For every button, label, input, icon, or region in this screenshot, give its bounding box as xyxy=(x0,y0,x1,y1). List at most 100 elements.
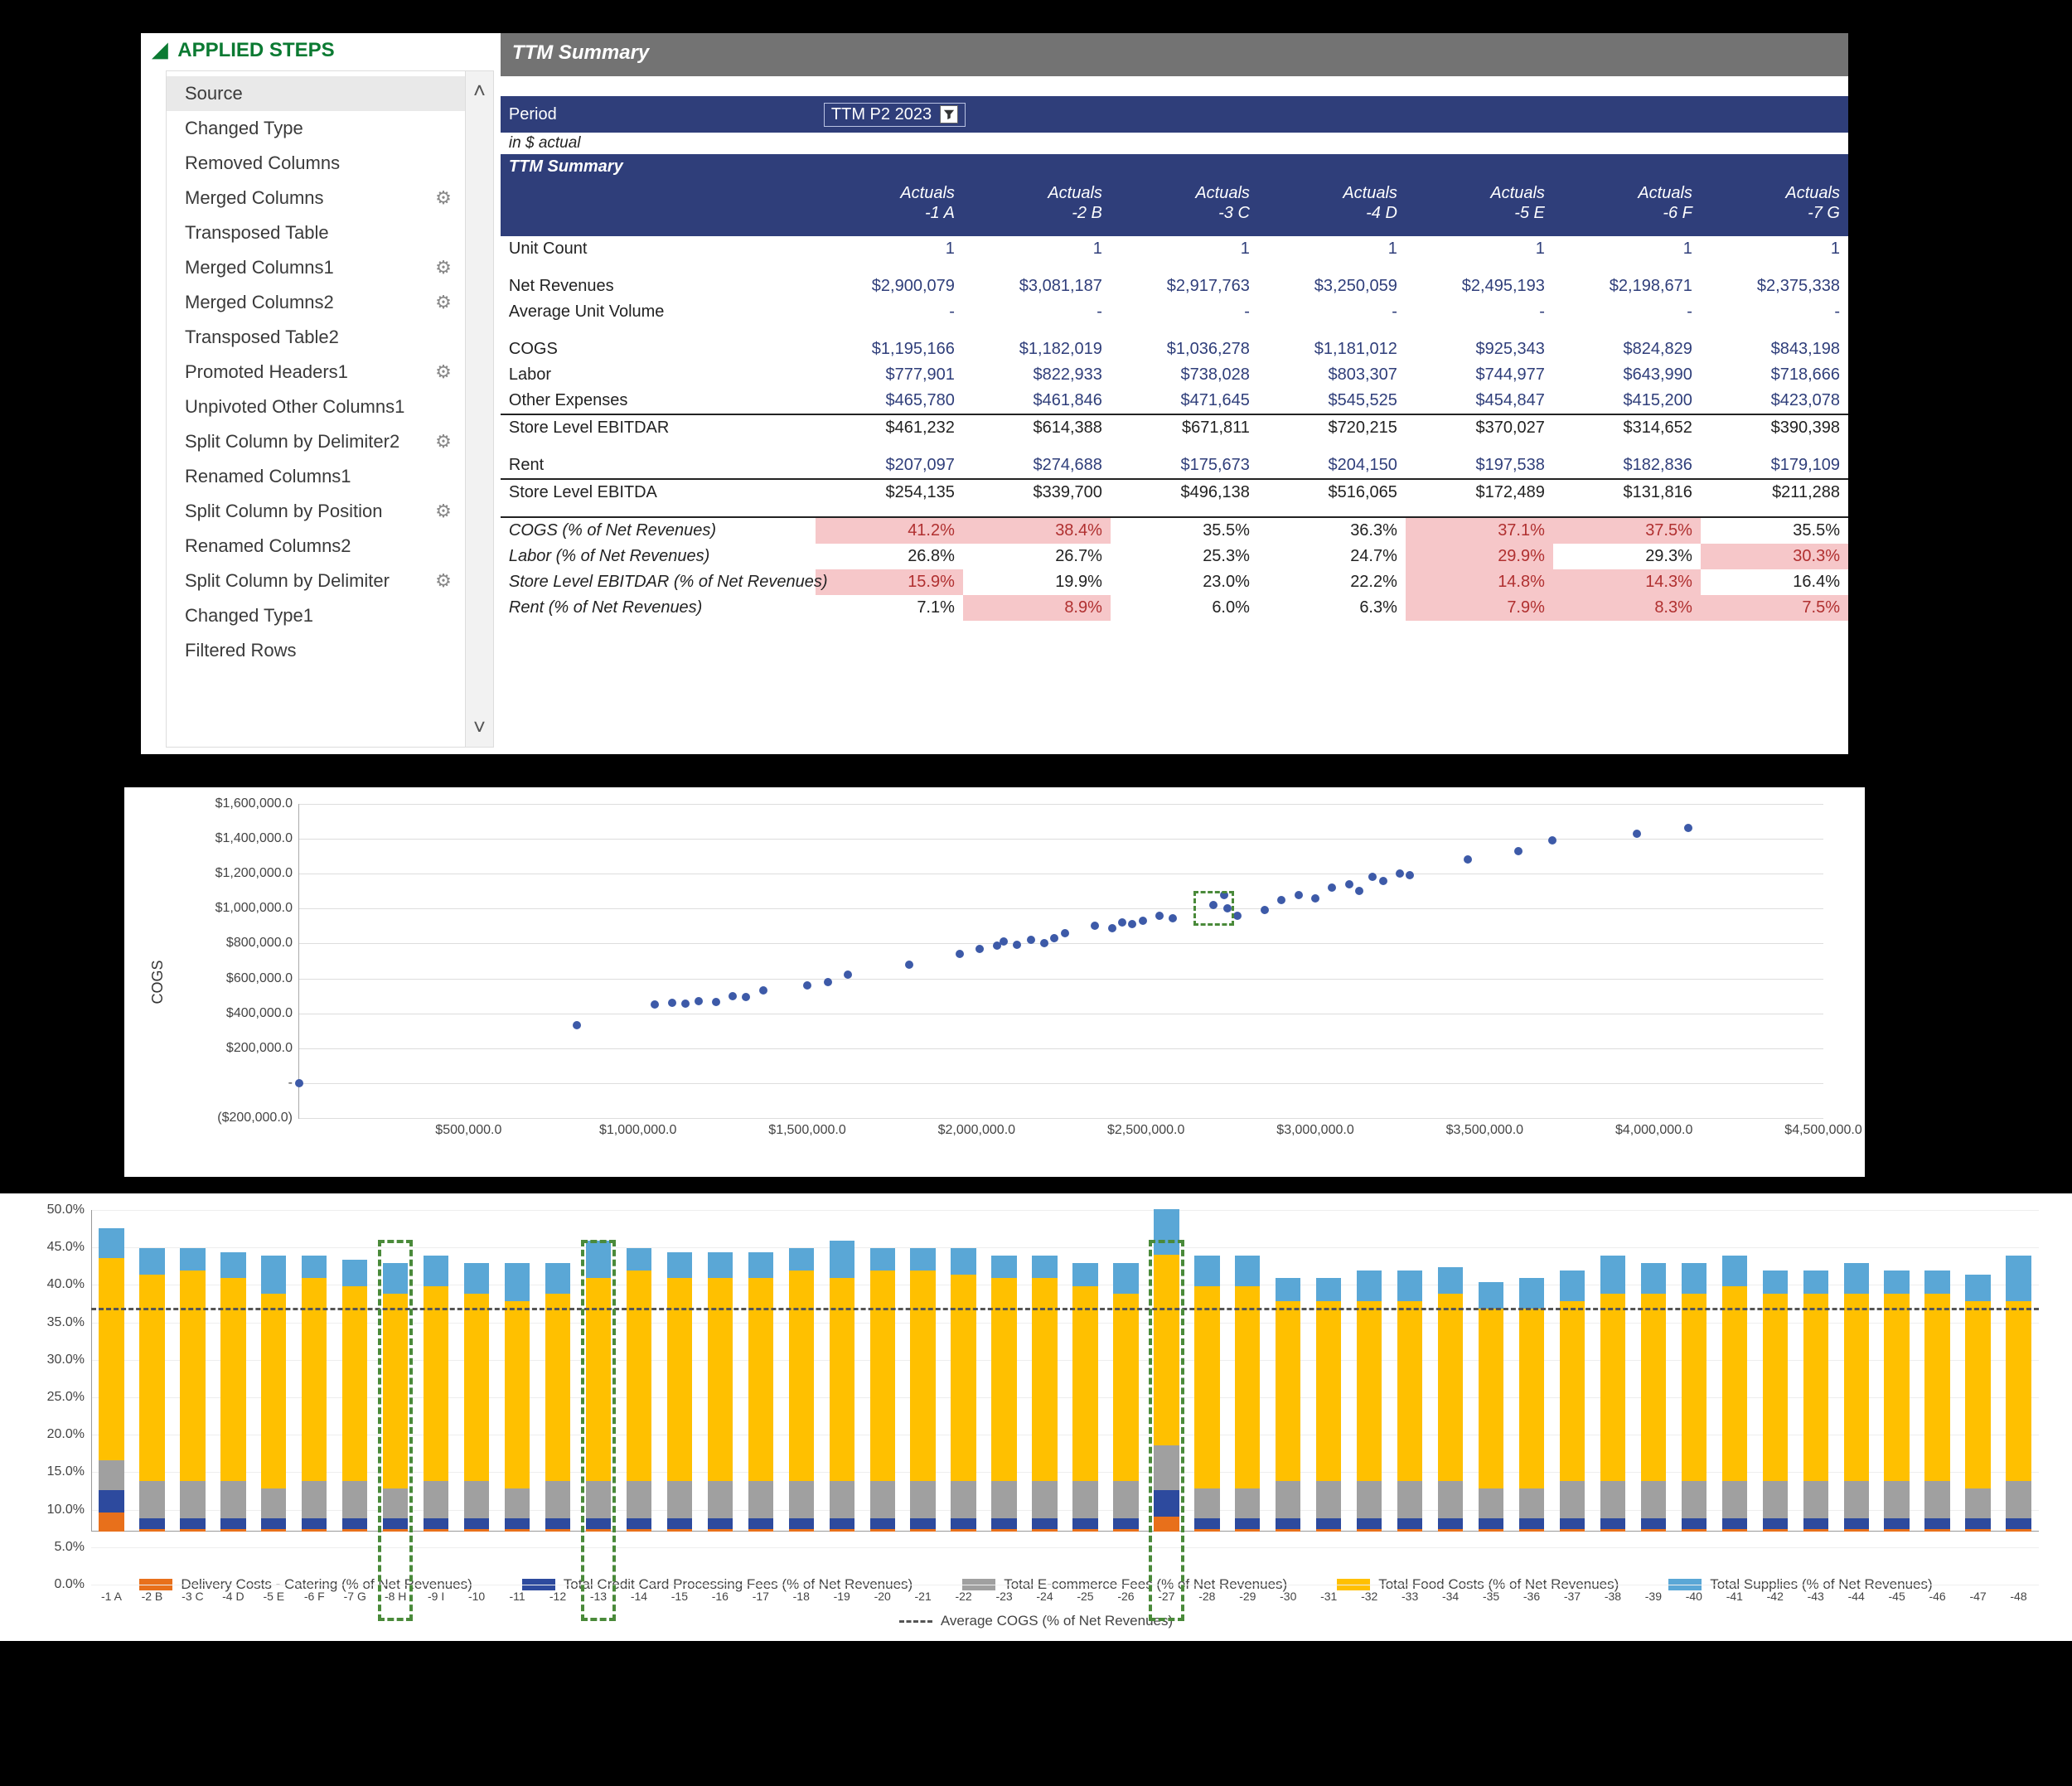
period-selector[interactable]: TTM P2 2023 xyxy=(824,103,966,127)
bar-column[interactable] xyxy=(261,1157,286,1532)
gear-icon[interactable]: ⚙ xyxy=(435,361,452,383)
applied-step-item[interactable]: Merged Columns2⚙ xyxy=(167,285,465,320)
scatter-point[interactable] xyxy=(1311,894,1319,903)
scatter-point[interactable] xyxy=(1040,939,1048,947)
scatter-point[interactable] xyxy=(1091,922,1099,930)
gear-icon[interactable]: ⚙ xyxy=(435,501,452,522)
scatter-point[interactable] xyxy=(1295,891,1303,899)
scatter-point[interactable] xyxy=(956,950,964,958)
bar-plot-area[interactable]: 0.0%5.0%10.0%15.0%20.0%25.0%30.0%35.0%40… xyxy=(91,1210,2039,1565)
bar-column[interactable] xyxy=(1884,1157,1909,1532)
scatter-point[interactable] xyxy=(742,993,750,1001)
applied-step-item[interactable]: Transposed Table2 xyxy=(167,320,465,355)
bar-column[interactable] xyxy=(1763,1157,1788,1532)
scatter-point[interactable] xyxy=(1396,869,1404,878)
bar-column[interactable] xyxy=(1600,1157,1625,1532)
scatter-point[interactable] xyxy=(1633,830,1641,838)
scatter-point[interactable] xyxy=(1261,906,1269,914)
bar-column[interactable] xyxy=(99,1157,123,1532)
scatter-point[interactable] xyxy=(1464,855,1472,864)
bar-column[interactable] xyxy=(991,1157,1016,1532)
bar-column[interactable] xyxy=(1316,1157,1341,1532)
applied-step-item[interactable]: Removed Columns xyxy=(167,146,465,181)
bar-column[interactable] xyxy=(910,1157,935,1532)
bar-column[interactable] xyxy=(424,1157,448,1532)
collapse-triangle-icon[interactable]: ◢ xyxy=(152,39,167,61)
scatter-point[interactable] xyxy=(1355,887,1363,895)
bar-column[interactable] xyxy=(1479,1157,1503,1532)
applied-step-item[interactable]: Filtered Rows xyxy=(167,633,465,668)
scatter-point[interactable] xyxy=(1379,877,1387,885)
bar-column[interactable] xyxy=(1113,1157,1138,1532)
scatter-point[interactable] xyxy=(1233,912,1242,920)
bar-column[interactable] xyxy=(464,1157,489,1532)
gear-icon[interactable]: ⚙ xyxy=(435,431,452,453)
scatter-point[interactable] xyxy=(844,970,852,979)
bar-column[interactable] xyxy=(789,1157,814,1532)
bar-column[interactable] xyxy=(951,1157,975,1532)
scroll-up-icon[interactable]: ˄ xyxy=(473,71,486,110)
scatter-point[interactable] xyxy=(1514,847,1523,855)
applied-step-item[interactable]: Merged Columns1⚙ xyxy=(167,250,465,285)
steps-scrollbar[interactable]: ˄ ˅ xyxy=(465,71,493,747)
scatter-point[interactable] xyxy=(681,999,690,1008)
bar-column[interactable] xyxy=(180,1157,205,1532)
scatter-point[interactable] xyxy=(1155,912,1164,920)
scroll-down-icon[interactable]: ˅ xyxy=(473,708,486,747)
bar-column[interactable] xyxy=(302,1157,327,1532)
bar-column[interactable] xyxy=(342,1157,367,1532)
bar-column[interactable] xyxy=(1682,1157,1706,1532)
bar-column[interactable] xyxy=(870,1157,895,1532)
applied-step-item[interactable]: Renamed Columns2 xyxy=(167,529,465,564)
bar-column[interactable] xyxy=(2006,1157,2031,1532)
scatter-point[interactable] xyxy=(1013,941,1021,949)
scatter-point[interactable] xyxy=(759,986,767,995)
scatter-point[interactable] xyxy=(1118,918,1126,927)
bar-column[interactable] xyxy=(1924,1157,1949,1532)
bar-column[interactable] xyxy=(1722,1157,1747,1532)
scatter-point[interactable] xyxy=(1368,873,1377,881)
gear-icon[interactable]: ⚙ xyxy=(435,292,452,313)
bar-column[interactable] xyxy=(748,1157,773,1532)
applied-step-item[interactable]: Unpivoted Other Columns1 xyxy=(167,390,465,424)
filter-icon[interactable] xyxy=(940,105,958,123)
applied-step-item[interactable]: Promoted Headers1⚙ xyxy=(167,355,465,390)
scatter-point[interactable] xyxy=(1328,883,1336,892)
applied-step-item[interactable]: Source xyxy=(167,76,465,111)
scatter-point[interactable] xyxy=(1061,929,1069,937)
bar-column[interactable] xyxy=(139,1157,164,1532)
scatter-point[interactable] xyxy=(1169,914,1177,922)
bar-column[interactable] xyxy=(1072,1157,1097,1532)
scatter-point[interactable] xyxy=(1345,880,1353,888)
scatter-point[interactable] xyxy=(824,978,832,986)
bar-column[interactable] xyxy=(830,1157,854,1532)
bar-column[interactable] xyxy=(1641,1157,1666,1532)
gear-icon[interactable]: ⚙ xyxy=(435,257,452,278)
bar-column[interactable] xyxy=(1194,1157,1219,1532)
applied-step-item[interactable]: Merged Columns⚙ xyxy=(167,181,465,215)
scatter-point[interactable] xyxy=(975,945,984,953)
bar-column[interactable] xyxy=(708,1157,733,1532)
scatter-point[interactable] xyxy=(905,961,913,969)
bar-column[interactable] xyxy=(1965,1157,1990,1532)
scatter-point[interactable] xyxy=(1108,924,1116,932)
applied-step-item[interactable]: Split Column by Delimiter⚙ xyxy=(167,564,465,598)
selection-box[interactable] xyxy=(1193,891,1234,926)
scatter-point[interactable] xyxy=(651,1000,659,1009)
bar-column[interactable] xyxy=(1235,1157,1260,1532)
scatter-point[interactable] xyxy=(729,992,737,1000)
bar-column[interactable] xyxy=(505,1157,530,1532)
scatter-point[interactable] xyxy=(803,981,811,990)
bar-column[interactable] xyxy=(545,1157,570,1532)
bar-column[interactable] xyxy=(1276,1157,1300,1532)
scatter-point[interactable] xyxy=(1027,936,1035,944)
bar-column[interactable] xyxy=(1803,1157,1828,1532)
scatter-point[interactable] xyxy=(1684,824,1692,832)
bar-column[interactable] xyxy=(1560,1157,1585,1532)
scatter-point[interactable] xyxy=(695,997,703,1005)
gear-icon[interactable]: ⚙ xyxy=(435,570,452,592)
scatter-point[interactable] xyxy=(573,1021,581,1029)
scatter-point[interactable] xyxy=(1050,934,1058,942)
scatter-point[interactable] xyxy=(712,998,720,1006)
scatter-point[interactable] xyxy=(1128,920,1136,928)
